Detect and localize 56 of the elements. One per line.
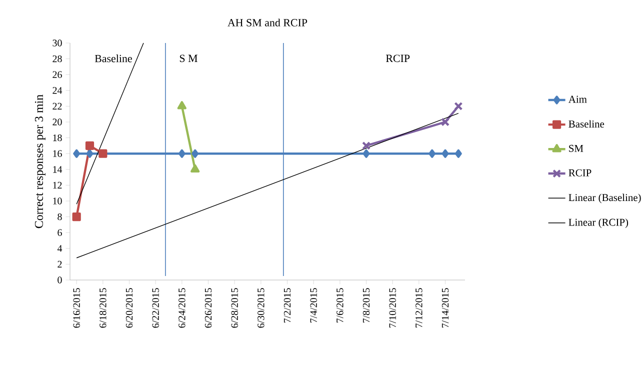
y-tick-label: 16 <box>53 150 62 157</box>
x-tick-label: 7/6/2015 <box>336 288 344 323</box>
x-tick-label: 7/14/2015 <box>442 288 449 328</box>
y-tick-label: 0 <box>58 276 62 284</box>
point <box>362 149 370 158</box>
point <box>362 141 371 150</box>
y-tick-label: 24 <box>52 87 62 94</box>
x-tick-label: 6/20/2015 <box>126 288 133 328</box>
y-tick-label: 4 <box>57 245 62 252</box>
legend-label: Linear (Baseline) <box>568 194 641 204</box>
y-tick-label: 22 <box>52 102 62 110</box>
legend-label: RCIP <box>568 169 592 176</box>
x-tick-label: 6/24/2015 <box>178 288 186 328</box>
annotation: Baseline <box>94 54 132 62</box>
y-tick-label: 14 <box>53 166 62 173</box>
y-tick-label: 30 <box>52 40 62 46</box>
y-tick-label: 18 <box>53 134 62 142</box>
y-tick-label: 2 <box>58 260 62 268</box>
y-tick-label: 6 <box>58 229 62 236</box>
point <box>85 141 94 150</box>
x-tick-label: 6/16/2015 <box>73 288 80 328</box>
point <box>440 118 450 126</box>
annotation: S M <box>180 54 198 62</box>
point <box>428 149 436 158</box>
x-tick-label: 6/22/2015 <box>152 288 159 328</box>
y-tick-label: 12 <box>53 182 62 188</box>
point <box>86 149 94 158</box>
point <box>454 102 463 110</box>
y-axis-title: Correct responses per 3 min <box>34 94 46 228</box>
legend-label: SM <box>569 144 584 152</box>
legend-label: Linear (RCIP) <box>568 218 628 228</box>
x-tick-label: 6/28/2015 <box>231 288 238 328</box>
point <box>192 149 199 158</box>
x-tick-label: 7/2/2015 <box>284 288 291 323</box>
point <box>442 149 449 158</box>
chart-title: AH SM and RCIP <box>228 18 308 26</box>
x-tick-label: 6/26/2015 <box>204 288 212 328</box>
y-tick-label: 20 <box>52 118 62 126</box>
point <box>72 212 81 222</box>
point <box>98 149 108 158</box>
x-tick-label: 7/4/2015 <box>310 288 317 323</box>
x-tick-label: 7/8/2015 <box>362 288 370 323</box>
legend-label: Aim <box>568 96 587 103</box>
point <box>454 149 462 158</box>
y-tick-label: 26 <box>52 71 62 78</box>
x-tick-label: 7/10/2015 <box>389 288 396 328</box>
annotation: RCIP <box>386 54 410 62</box>
y-tick-label: 28 <box>52 55 62 62</box>
y-tick-label: 8 <box>58 213 62 220</box>
point <box>178 149 186 158</box>
x-tick-label: 6/18/2015 <box>100 288 106 328</box>
x-tick-label: 6/30/2015 <box>258 288 264 328</box>
legend-label: Baseline <box>568 120 604 128</box>
y-tick-label: 10 <box>53 198 62 204</box>
x-tick-label: 7/12/2015 <box>416 288 422 328</box>
point <box>73 149 80 158</box>
